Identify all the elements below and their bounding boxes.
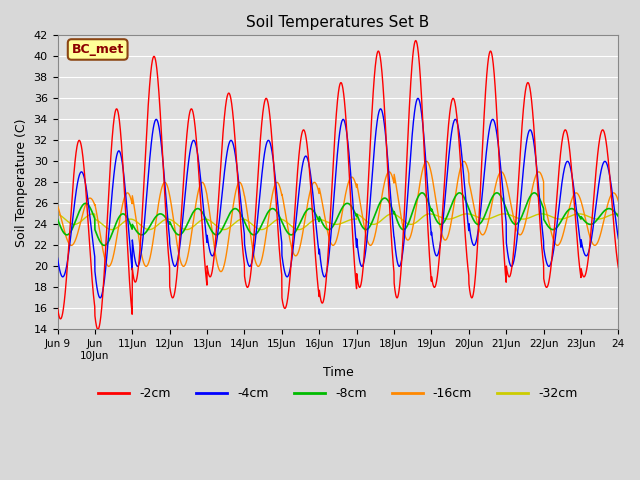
Title: Soil Temperatures Set B: Soil Temperatures Set B (246, 15, 429, 30)
Legend: -2cm, -4cm, -8cm, -16cm, -32cm: -2cm, -4cm, -8cm, -16cm, -32cm (93, 383, 583, 406)
X-axis label: Time: Time (323, 366, 353, 379)
Text: BC_met: BC_met (72, 43, 124, 56)
Y-axis label: Soil Temperature (C): Soil Temperature (C) (15, 118, 28, 247)
